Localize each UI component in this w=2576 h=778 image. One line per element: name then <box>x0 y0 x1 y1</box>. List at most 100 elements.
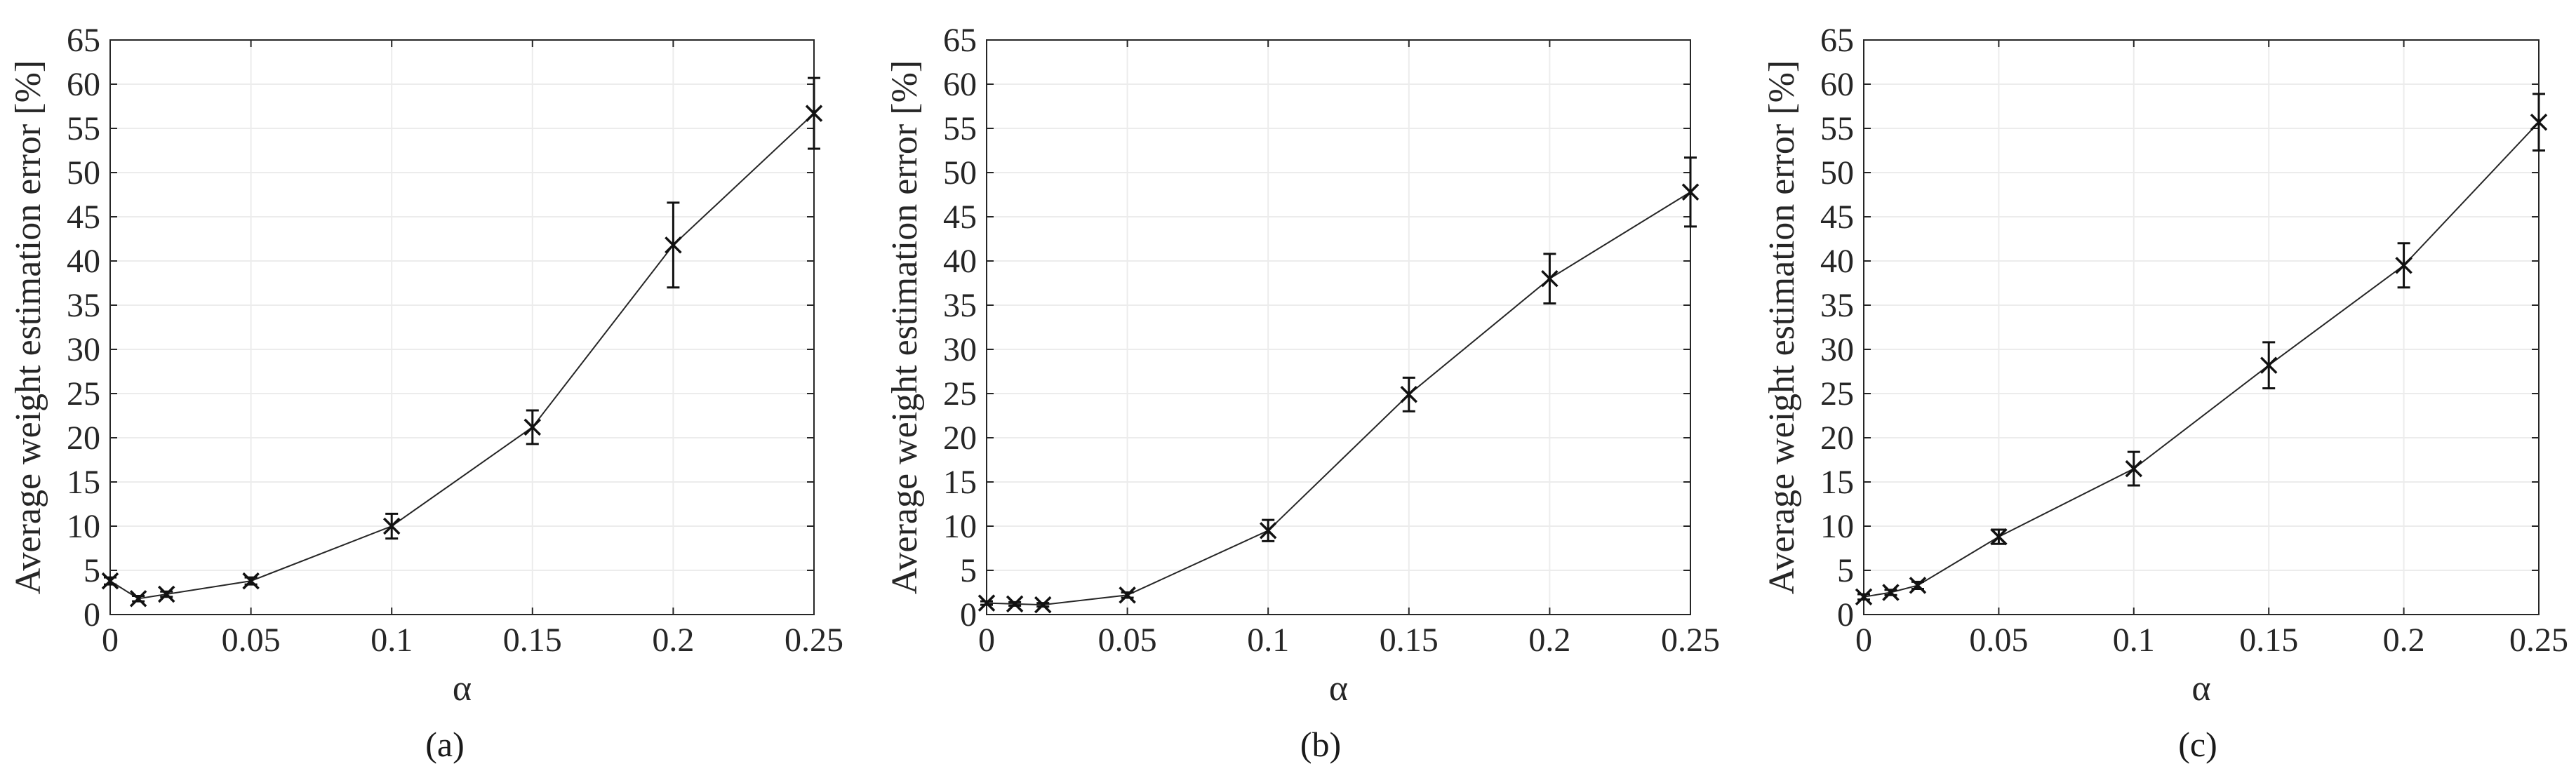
chart-b-xtick-label: 0 <box>978 622 995 659</box>
chart-a-series-line <box>109 112 815 600</box>
chart-c-ylabel: Average weight estimation error [%] <box>1762 60 1802 594</box>
chart-a-marker-stroke <box>523 418 542 436</box>
chart-b-marker-stroke <box>1541 269 1559 288</box>
chart-b-ytick-label: 20 <box>943 420 977 457</box>
chart-a-ytick-label: 60 <box>67 66 100 103</box>
chart-a-data-point <box>665 236 682 254</box>
chart-c-marker-stroke <box>2530 113 2548 131</box>
chart-a-xtick-label: 0.15 <box>503 622 562 659</box>
chart-a-data-point <box>129 590 147 608</box>
chart-a-marker-stroke <box>805 105 823 122</box>
chart-c-ytick-label: 15 <box>1820 464 1854 501</box>
caption-a: (a) <box>425 725 465 764</box>
chart-a-data-point <box>523 418 542 436</box>
chart-b-data-point <box>1006 595 1024 613</box>
chart-c-ytick-label: 25 <box>1820 375 1854 413</box>
chart-c-ytick-label: 60 <box>1820 66 1854 103</box>
chart-b-data-point <box>1259 522 1277 539</box>
caption-c: (c) <box>2178 725 2217 764</box>
chart-c-data-point <box>2530 113 2548 131</box>
chart-c-data-point <box>1990 528 2008 546</box>
chart-a-ytick-label: 50 <box>67 154 100 192</box>
chart-a-ytick-label: 0 <box>84 596 100 633</box>
chart-a-ytick-label: 40 <box>67 243 100 280</box>
chart-a-ytick-label: 55 <box>67 110 100 147</box>
chart-b-ytick-label: 65 <box>943 22 977 59</box>
chart-a-ytick-label: 65 <box>67 22 100 59</box>
chart-b-ytick-label: 55 <box>943 110 977 147</box>
chart-b-marker-stroke <box>1259 522 1277 539</box>
chart-c-data-point <box>1882 584 1900 601</box>
chart-b-xlabel: α <box>1329 669 1348 709</box>
chart-b-xtick-label: 0.1 <box>1247 622 1289 659</box>
chart-c-marker-stroke <box>1855 588 1873 606</box>
chart-c-marker-stroke <box>2395 257 2413 274</box>
chart-b-xtick-label: 0.05 <box>1098 622 1157 659</box>
chart-b-data-point <box>1541 269 1559 288</box>
chart-c-ytick-label: 55 <box>1820 110 1854 147</box>
chart-c-ytick-label: 45 <box>1820 199 1854 236</box>
chart-a-ytick-label: 30 <box>67 331 100 368</box>
chart-c-data-point <box>1855 588 1873 606</box>
chart-b-data-point <box>1034 596 1052 614</box>
chart-c-marker-stroke <box>1882 584 1900 601</box>
chart-a-xtick-label: 0.1 <box>371 622 413 659</box>
chart-b-series-line <box>986 191 1691 606</box>
chart-b-ylabel: Average weight estimation error [%] <box>885 60 925 594</box>
chart-c-plot-area <box>1864 40 2539 615</box>
chart-c-ytick-label: 65 <box>1820 22 1854 59</box>
chart-panel-b: 0 5 10 15 20 25 30 35 40 45 50 55 60 65 0 0.05 0.1 0.15 0.… <box>859 0 1720 778</box>
chart-a-data-point <box>101 572 119 590</box>
chart-a-axes-box <box>109 39 815 615</box>
chart-a-ytick-label: 15 <box>67 464 100 501</box>
chart-b-marker-stroke <box>977 594 996 612</box>
chart-b-marker-stroke <box>1034 596 1052 614</box>
chart-c-data-point <box>2125 460 2143 478</box>
chart-a-data-point <box>805 105 823 122</box>
chart-b-ytick-label: 10 <box>943 508 977 545</box>
chart-c-ytick-label: 10 <box>1820 508 1854 545</box>
chart-a-ytick-label: 25 <box>67 375 100 413</box>
chart-b-marker-stroke <box>1681 183 1700 201</box>
chart-c-xtick-label: 0.25 <box>2509 622 2568 659</box>
chart-c-ytick-label: 35 <box>1820 287 1854 324</box>
chart-a-ytick-label: 20 <box>67 420 100 457</box>
chart-a-marker-stroke <box>158 585 175 603</box>
chart-a-ytick-label: 10 <box>67 508 100 545</box>
chart-c-ytick-label: 20 <box>1820 420 1854 457</box>
chart-c-xtick-label: 0.15 <box>2239 622 2298 659</box>
chart-c-xtick-label: 0.1 <box>2113 622 2155 659</box>
chart-b-data-point <box>977 594 996 612</box>
chart-panel-c: 0 5 10 15 20 25 30 35 40 45 50 55 60 65 0 0.05 0.1 0.15 0.… <box>1718 0 2576 778</box>
chart-c-marker-stroke <box>1909 577 1927 594</box>
chart-b-data-point <box>1681 183 1700 201</box>
chart-c-ytick-label: 40 <box>1820 243 1854 280</box>
chart-a-ytick-label: 45 <box>67 199 100 236</box>
chart-a-xtick-label: 0 <box>102 622 119 659</box>
chart-c-series-line <box>1863 121 2540 598</box>
chart-b-xtick-label: 0.25 <box>1661 622 1720 659</box>
chart-b-ytick-label: 50 <box>943 154 977 192</box>
chart-c-axes-box <box>1863 39 2540 615</box>
chart-panel-a: 0 5 10 15 20 25 30 35 40 45 50 55 60 65 0 0.05 0.1 0.15 0.… <box>0 0 859 778</box>
chart-c-data-point <box>2395 257 2413 274</box>
chart-b-data-point <box>1119 586 1136 604</box>
chart-b-marker-stroke <box>1400 386 1418 403</box>
chart-c-ytick-label: 5 <box>1837 552 1854 589</box>
chart-a-xtick-label: 0.2 <box>652 622 694 659</box>
chart-a-data-point <box>242 572 260 590</box>
chart-b-ytick-label: 60 <box>943 66 977 103</box>
chart-a-ylabel: Average weight estimation error [%] <box>8 60 48 594</box>
chart-c-marker-stroke <box>2260 356 2278 374</box>
chart-b-xtick-label: 0.15 <box>1380 622 1439 659</box>
chart-a-xtick-label: 0.05 <box>222 622 281 659</box>
chart-b-ytick-label: 40 <box>943 243 977 280</box>
chart-c-xlabel: α <box>2191 669 2210 709</box>
chart-c-marker-stroke <box>1990 528 2008 546</box>
chart-c-data-point <box>1909 577 1927 594</box>
chart-a-data-point <box>382 517 401 535</box>
chart-b-ytick-label: 45 <box>943 199 977 236</box>
